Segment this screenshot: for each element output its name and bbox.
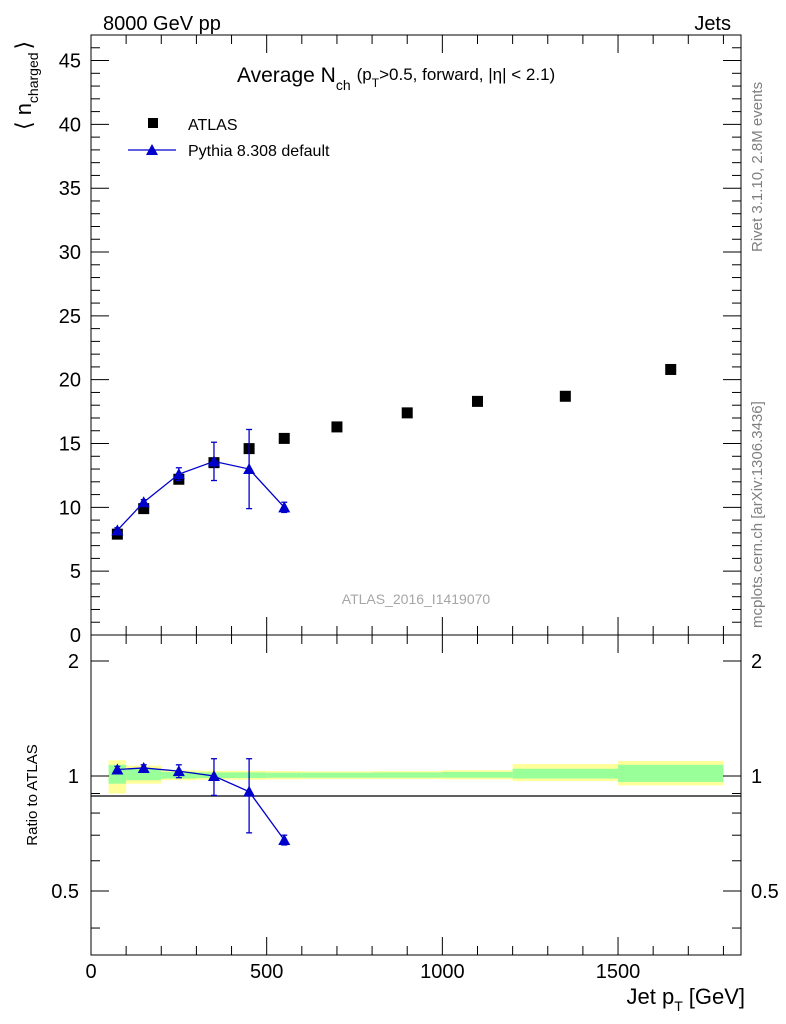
ratio-band-inner: [301, 772, 373, 778]
ylabel-close: ⟩: [11, 41, 36, 50]
main-y-tick-label: 15: [59, 434, 81, 456]
ratio-y-tick-label-right: 1: [751, 766, 762, 788]
ratio-band-inner: [372, 772, 443, 778]
x-tick-label: 1000: [420, 961, 465, 983]
title-cut-pre: (p: [357, 65, 372, 84]
ratio-panel: 0.5 0.5 1 1 2 2 0 500 1000 1500 Ratio to ATLAS J…: [24, 634, 779, 1014]
pythia-data-point: [207, 455, 220, 467]
x-tick-label: 500: [250, 961, 283, 983]
ratio-pythia-point: [207, 770, 220, 782]
main-y-tick-label: 25: [59, 306, 81, 328]
pythia-data-point: [243, 463, 256, 475]
atlas-data-point: [559, 390, 571, 402]
ratio-x-axis: 0 500 1000 1500: [85, 635, 724, 983]
atlas-data-point: [665, 363, 677, 375]
ratio-y-tick-label: 1: [68, 766, 79, 788]
header-right: Jets: [694, 13, 731, 35]
xlabel-sub: T: [674, 998, 683, 1014]
ylabel-open: ⟨ n: [11, 103, 36, 130]
main-series: [111, 363, 677, 540]
atlas-data-point: [278, 432, 290, 444]
x-tick-label: 0: [85, 961, 96, 983]
atlas-data-point: [471, 395, 483, 407]
title-main: Average N: [237, 64, 336, 87]
main-y-tick-label: 20: [59, 370, 81, 392]
ratio-series: [111, 758, 291, 846]
atlas-data-point: [401, 407, 413, 419]
ratio-y-axis: 0.5 0.5 1 1 2 2: [51, 651, 779, 929]
atlas-data-point: [331, 421, 343, 433]
legend-atlas-marker: [148, 118, 158, 128]
legend-atlas-label: ATLAS: [188, 117, 238, 134]
ratio-y-label: Ratio to ATLAS: [24, 744, 41, 845]
atlas-data-point: [138, 503, 150, 515]
ratio-y-tick-label: 0.5: [51, 881, 79, 903]
ratio-pythia-point: [172, 765, 185, 777]
rivet-version-label: Rivet 3.1.10, 2.8M events: [749, 82, 766, 252]
main-y-tick-label: 35: [59, 178, 81, 200]
ratio-pythia-point: [111, 763, 124, 775]
source-label: mcplots.cern.ch [arXiv:1306.3436]: [749, 401, 766, 628]
legend: ATLAS Pythia 8.308 default: [128, 117, 330, 160]
title-sub: ch: [336, 77, 351, 93]
main-y-tick-label: 5: [70, 561, 81, 583]
main-y-tick-label: 40: [59, 114, 81, 136]
main-y-tick-label: 10: [59, 497, 81, 519]
main-y-label: ⟨ ncharged ⟩: [11, 41, 41, 130]
ratio-band-inner: [126, 768, 162, 781]
header-left: 8000 GeV pp: [103, 13, 221, 35]
main-y-axis: 0 5 10 15 20 25 30 35 40 45: [59, 47, 741, 647]
pythia-line: [116, 460, 285, 531]
title-cut-post: >0.5, forward, |η| < 2.1): [379, 65, 555, 84]
ratio-band-inner: [512, 768, 619, 779]
x-tick-label: 1500: [596, 961, 641, 983]
ratio-uncertainty-bands: [108, 760, 724, 794]
title-cut-sub: T: [372, 76, 380, 90]
main-y-tick-label: 30: [59, 242, 81, 264]
ratio-y-tick-label-right: 2: [751, 651, 762, 673]
ratio-pythia-point: [278, 834, 291, 846]
ratio-y-tick-label: 2: [68, 651, 79, 673]
main-y-tick-label: 0: [70, 625, 81, 647]
legend-pythia-label: Pythia 8.308 default: [188, 143, 330, 160]
ratio-y-tick-label-right: 0.5: [751, 881, 779, 903]
xlabel-unit: [GeV]: [689, 984, 745, 1009]
main-y-tick-label: 45: [59, 51, 81, 73]
pythia-data-point: [111, 524, 124, 536]
analysis-watermark: ATLAS_2016_I1419070: [342, 591, 491, 607]
ratio-frame: [90, 634, 742, 956]
pythia-data-point: [137, 496, 150, 508]
ratio-pythia-line: [117, 767, 285, 841]
ratio-band-inner: [442, 771, 513, 778]
ylabel-sub: charged: [25, 52, 41, 103]
main-panel: 0 5 10 15 20 25 30 35 40 45 Average Nch (pT>0.5, f…: [11, 34, 742, 647]
pythia-data-point: [278, 501, 291, 513]
ratio-band-inner: [266, 772, 302, 778]
legend-pythia-marker: [146, 144, 158, 155]
ratio-pythia-point: [137, 761, 150, 773]
ratio-band-inner: [618, 764, 724, 782]
xlabel-main: Jet p: [626, 984, 674, 1009]
chart-title: Average Nch (pT>0.5, forward, |η| < 2.1): [237, 64, 555, 93]
pythia-data-point: [172, 468, 185, 480]
x-axis-label: Jet pT [GeV]: [626, 984, 745, 1014]
main-x-ticks: [90, 35, 724, 635]
ratio-pythia-point: [243, 785, 256, 797]
